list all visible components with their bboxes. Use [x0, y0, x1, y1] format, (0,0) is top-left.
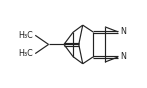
- Text: H₃C: H₃C: [19, 31, 33, 40]
- Text: N: N: [120, 27, 126, 36]
- Text: H₃C: H₃C: [19, 49, 33, 58]
- Text: N: N: [120, 52, 126, 62]
